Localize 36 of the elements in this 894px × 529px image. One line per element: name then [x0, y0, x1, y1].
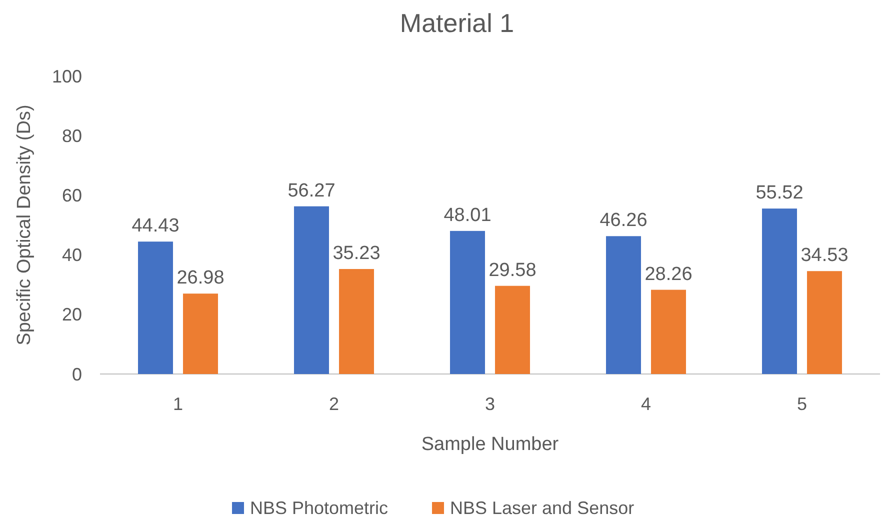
x-tick-label: 4 [640, 394, 652, 414]
data-label: 26.98 [176, 268, 224, 289]
y-tick-label: 60 [62, 186, 82, 206]
y-tick-label: 40 [62, 245, 82, 266]
y-tick-label: 100 [52, 66, 82, 86]
bar [294, 206, 329, 374]
x-axis-title: Sample Number [421, 434, 560, 455]
data-label: 48.01 [444, 204, 492, 226]
data-label: 46.26 [600, 210, 648, 232]
bar [651, 290, 686, 374]
bar [807, 271, 842, 374]
x-tick-label: 3 [484, 394, 496, 414]
data-label: 34.53 [800, 245, 848, 266]
data-label: 55.52 [756, 182, 804, 204]
bar [450, 230, 485, 374]
data-label: 44.43 [132, 216, 180, 237]
x-tick-label: 1 [172, 394, 184, 414]
bar [183, 294, 218, 374]
x-tick-label: 2 [328, 394, 340, 414]
y-tick-label: 20 [62, 304, 82, 325]
legend-label: NBS Laser and Sensor [450, 498, 634, 518]
bar [138, 242, 173, 374]
legend-label: NBS Photometric [250, 498, 388, 518]
y-axis-title: Specific Optical Density (Ds) [14, 104, 35, 346]
y-tick-label: 80 [62, 126, 82, 146]
data-label: 35.23 [332, 243, 380, 264]
y-tick-label: 0 [72, 364, 82, 384]
chart-title: Material 1 [400, 8, 514, 38]
bar [762, 208, 797, 374]
x-tick-label: 5 [796, 394, 808, 414]
bar [495, 286, 530, 374]
data-label: 29.58 [488, 260, 536, 281]
bar [606, 236, 641, 374]
data-label: 56.27 [288, 180, 336, 202]
bar [339, 269, 374, 374]
data-label: 28.26 [644, 264, 692, 285]
